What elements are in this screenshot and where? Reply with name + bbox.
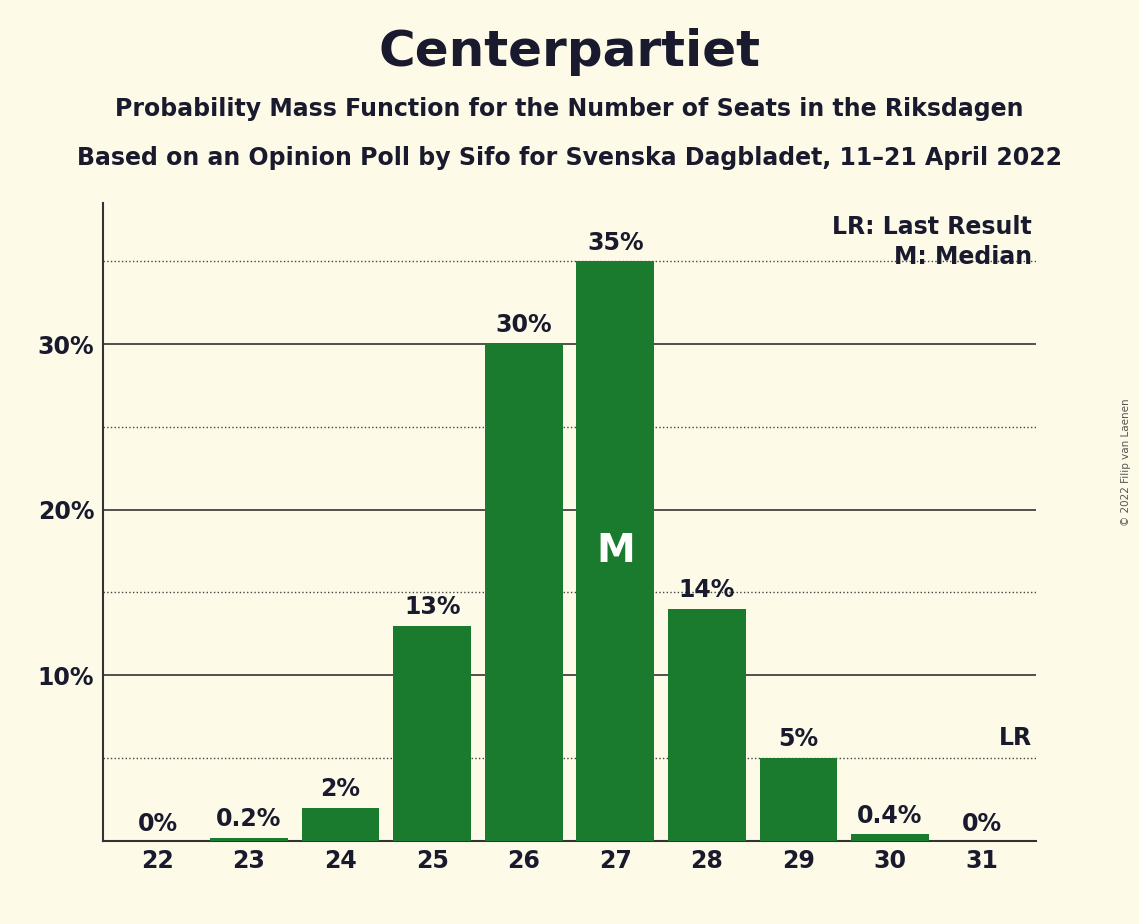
Bar: [851, 834, 929, 841]
Bar: [210, 837, 288, 841]
Text: © 2022 Filip van Laenen: © 2022 Filip van Laenen: [1121, 398, 1131, 526]
Text: M: Median: M: Median: [894, 245, 1032, 269]
Text: 14%: 14%: [679, 578, 735, 602]
Text: 0.4%: 0.4%: [858, 804, 923, 828]
Text: Based on an Opinion Poll by Sifo for Svenska Dagbladet, 11–21 April 2022: Based on an Opinion Poll by Sifo for Sve…: [77, 146, 1062, 170]
Text: LR: Last Result: LR: Last Result: [833, 215, 1032, 239]
Bar: [485, 344, 563, 841]
Text: 13%: 13%: [404, 595, 460, 619]
Text: 0%: 0%: [961, 812, 1001, 836]
Text: LR: LR: [999, 725, 1032, 749]
Bar: [576, 261, 654, 841]
Text: 35%: 35%: [587, 231, 644, 255]
Bar: [302, 808, 379, 841]
Text: Centerpartiet: Centerpartiet: [378, 28, 761, 76]
Bar: [667, 609, 746, 841]
Text: 5%: 5%: [778, 727, 819, 751]
Bar: [760, 758, 837, 841]
Text: 0%: 0%: [138, 812, 178, 836]
Text: 0.2%: 0.2%: [216, 807, 281, 831]
Bar: [393, 626, 472, 841]
Text: Probability Mass Function for the Number of Seats in the Riksdagen: Probability Mass Function for the Number…: [115, 97, 1024, 121]
Text: 2%: 2%: [320, 777, 361, 801]
Text: 30%: 30%: [495, 313, 552, 337]
Text: M: M: [596, 532, 634, 570]
